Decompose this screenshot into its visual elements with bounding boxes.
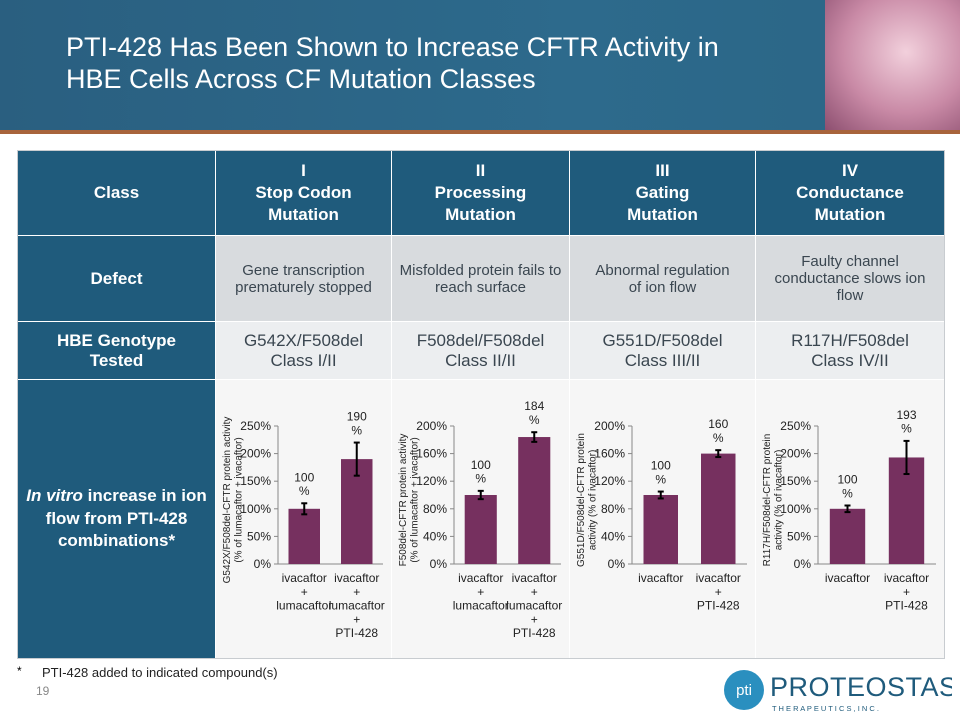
chart: G542X/F508del-CFTR protein activity(% of… xyxy=(222,410,385,641)
logo: pti PROTEOSTASIS T H E R A P E U T I C S… xyxy=(724,670,952,713)
logo-tagline: T H E R A P E U T I C S , I N C . xyxy=(772,704,879,713)
column-header: Class xyxy=(18,151,215,235)
table: Class I Stop Codon Mutation II Processin… xyxy=(17,150,945,659)
y-tick-label: 0% xyxy=(254,557,272,571)
page-number: 19 xyxy=(36,684,50,698)
error-bar xyxy=(715,449,722,459)
cell: F508del/F508del Class II/II xyxy=(392,322,569,379)
y-tick-label: 80% xyxy=(601,502,625,516)
y-tick-label: 80% xyxy=(423,502,447,516)
error-bar xyxy=(353,441,360,477)
bar xyxy=(701,453,736,564)
y-tick-label: 250% xyxy=(240,419,271,433)
cell: G551D/F508del Class III/II xyxy=(570,322,755,379)
error-bar xyxy=(657,490,664,500)
x-tick-label: ivacaftor xyxy=(825,571,870,585)
y-axis-label: G551D/F508del-CFTR proteinactivity (% of… xyxy=(576,433,599,567)
x-tick-label: ivacaftor + PTI-428 xyxy=(884,571,929,613)
y-tick-label: 100% xyxy=(240,502,271,516)
error-bar xyxy=(903,439,910,476)
error-bar xyxy=(301,502,308,516)
column-header: I Stop Codon Mutation xyxy=(216,151,391,235)
row-label: HBE Genotype Tested xyxy=(18,322,215,379)
y-tick-label: 200% xyxy=(594,419,625,433)
y-tick-label: 40% xyxy=(601,529,625,543)
chart: R117H/F508del-CFTR proteinactivity (% of… xyxy=(762,408,936,613)
value-label: 184% xyxy=(524,399,544,427)
cell: R117H/F508del Class IV/II xyxy=(756,322,944,379)
y-axis-label: G542X/F508del-CFTR protein activity(% of… xyxy=(222,417,245,584)
x-tick-label: ivacaftor xyxy=(638,571,683,585)
cell: G542X/F508del Class I/II xyxy=(216,322,391,379)
y-tick-label: 50% xyxy=(247,529,271,543)
header-band xyxy=(0,0,960,134)
y-axis-label: R117H/F508del-CFTR proteinactivity (% of… xyxy=(762,434,785,567)
chart-cell: F508del-CFTR protein activity(% of lumac… xyxy=(392,380,569,658)
error-bar xyxy=(531,431,538,443)
title: HBE Cells Across CF Mutation Classes xyxy=(66,64,536,94)
row-label: Defect xyxy=(18,236,215,321)
y-tick-label: 250% xyxy=(780,419,811,433)
logo-mark: pti xyxy=(736,682,752,699)
error-bar xyxy=(477,489,484,501)
cell: Faulty channel conductance slows ion flo… xyxy=(756,236,944,321)
value-label: 160% xyxy=(708,417,728,445)
chart-cell: G542X/F508del-CFTR protein activity(% of… xyxy=(216,380,391,658)
y-tick-label: 160% xyxy=(416,447,447,461)
title: PTI-428 Has Been Shown to Increase CFTR … xyxy=(66,32,719,62)
value-label: 100% xyxy=(471,458,491,486)
x-tick-label: ivacaftor + lumacaftor + PTI-428 xyxy=(506,571,562,640)
value-label: 190% xyxy=(347,410,367,438)
row-label-text: increase in ion flow from PTI-428 combin… xyxy=(45,485,207,551)
value-label: 193% xyxy=(896,408,916,436)
header-image xyxy=(825,0,960,130)
cell: Gene transcription prematurely stopped xyxy=(216,236,391,321)
value-label: 100% xyxy=(651,459,671,487)
chart: G551D/F508del-CFTR proteinactivity (% of… xyxy=(576,417,747,613)
bar xyxy=(643,495,678,564)
bar xyxy=(829,508,866,564)
footnote-marker: * xyxy=(17,664,22,678)
x-tick-label: ivacaftor + lumacaftor xyxy=(453,571,509,613)
bar xyxy=(888,457,925,564)
x-tick-label: ivacaftor + PTI-428 xyxy=(696,571,741,613)
y-tick-label: 0% xyxy=(608,557,626,571)
column-header: IV Conductance Mutation xyxy=(756,151,944,235)
footnote: PTI-428 added to indicated compound(s) xyxy=(42,665,278,680)
row-label-emphasis: In vitro xyxy=(26,485,83,505)
column-header: II Processing Mutation xyxy=(392,151,569,235)
cell: Abnormal regulation of ion flow xyxy=(570,236,755,321)
logo-name: PROTEOSTASIS xyxy=(770,672,952,702)
bar xyxy=(518,437,551,564)
x-tick-label: ivacaftor + lumacaftor + PTI-428 xyxy=(329,571,385,640)
y-tick-label: 0% xyxy=(430,557,448,571)
value-label: 100% xyxy=(294,470,314,498)
column-header: III Gating Mutation xyxy=(570,151,755,235)
chart: F508del-CFTR protein activity(% of lumac… xyxy=(398,399,562,640)
bar xyxy=(464,495,497,564)
y-tick-label: 150% xyxy=(780,474,811,488)
chart-cell: R117H/F508del-CFTR proteinactivity (% of… xyxy=(756,380,944,658)
bar xyxy=(288,508,320,564)
y-tick-label: 120% xyxy=(416,474,447,488)
y-tick-label: 200% xyxy=(240,447,271,461)
y-tick-label: 50% xyxy=(787,529,811,543)
logo-circle xyxy=(724,670,764,710)
y-tick-label: 200% xyxy=(780,447,811,461)
x-tick-label: ivacaftor + lumacaftor xyxy=(276,571,332,613)
cell: Misfolded protein fails to reach surface xyxy=(392,236,569,321)
y-tick-label: 40% xyxy=(423,529,447,543)
y-axis-label: F508del-CFTR protein activity(% of lumac… xyxy=(398,434,421,567)
y-tick-label: 100% xyxy=(780,502,811,516)
y-tick-label: 160% xyxy=(594,447,625,461)
y-tick-label: 200% xyxy=(416,419,447,433)
value-label: 100% xyxy=(837,472,857,500)
error-bar xyxy=(844,504,851,514)
y-tick-label: 0% xyxy=(794,557,812,571)
chart-cell: G551D/F508del-CFTR proteinactivity (% of… xyxy=(570,380,755,658)
y-tick-label: 120% xyxy=(594,474,625,488)
row-label: In vitro increase in ion flow from PTI-4… xyxy=(18,380,215,658)
y-tick-label: 150% xyxy=(240,474,271,488)
